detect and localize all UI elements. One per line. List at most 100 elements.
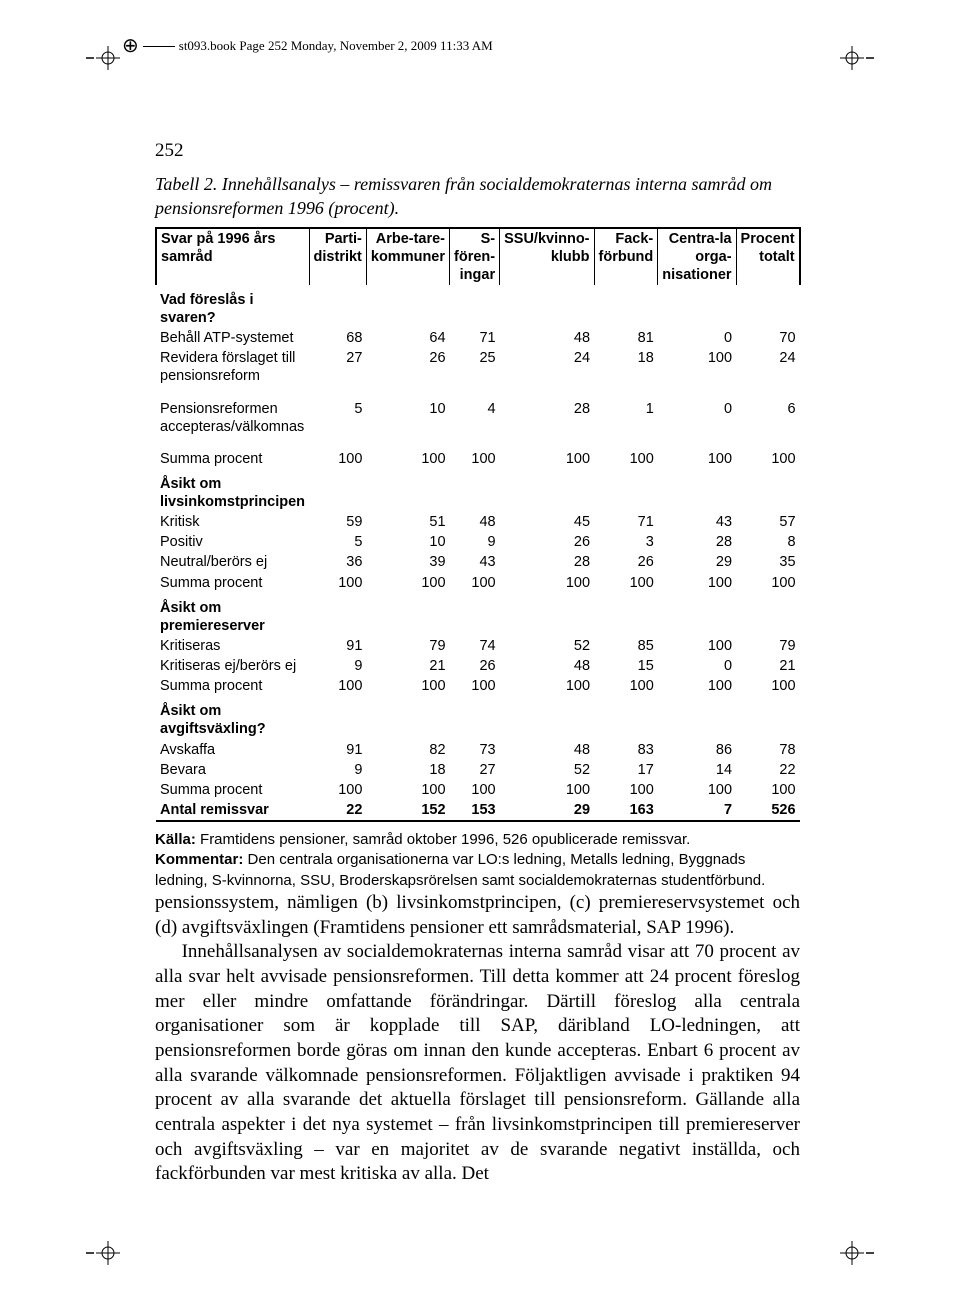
spacer-row bbox=[156, 387, 800, 399]
table-cell: 9 bbox=[450, 532, 500, 552]
row-label: Åsikt om premiereserver bbox=[156, 593, 309, 636]
col-header: Arbe-tare-kommuner bbox=[366, 228, 449, 285]
table-cell: 100 bbox=[500, 449, 594, 469]
source-kalla-label: Källa: bbox=[155, 831, 196, 848]
row-label: Pensionsreformen accepteras/välkomnas bbox=[156, 399, 309, 437]
table-cell: 100 bbox=[658, 636, 736, 656]
table-cell: 0 bbox=[658, 399, 736, 437]
table-cell bbox=[500, 469, 594, 512]
table-row: Neutral/berörs ej36394328262935 bbox=[156, 552, 800, 572]
table-cell: 79 bbox=[366, 636, 449, 656]
table-cell: 100 bbox=[500, 573, 594, 593]
table-cell bbox=[658, 696, 736, 739]
table-cell: 71 bbox=[594, 512, 658, 532]
table-cell: 100 bbox=[366, 676, 449, 696]
table-cell: 82 bbox=[366, 740, 449, 760]
table-cell bbox=[594, 285, 658, 328]
table-cell: 48 bbox=[500, 656, 594, 676]
table-row: Kritiseras ej/berörs ej921264815021 bbox=[156, 656, 800, 676]
crop-mark-br bbox=[838, 1235, 874, 1271]
row-label: Åsikt om livsinkomstprincipen bbox=[156, 469, 309, 512]
table-row: Behåll ATP-systemet6864714881070 bbox=[156, 328, 800, 348]
header-rule bbox=[143, 46, 175, 47]
table-cell: 73 bbox=[450, 740, 500, 760]
table-cell: 1 bbox=[594, 399, 658, 437]
table-cell: 28 bbox=[500, 552, 594, 572]
row-label: Positiv bbox=[156, 532, 309, 552]
table-cell bbox=[594, 696, 658, 739]
table-row: Åsikt om premiereserver bbox=[156, 593, 800, 636]
col-header: S-fören-ingar bbox=[450, 228, 500, 285]
table-cell: 81 bbox=[594, 328, 658, 348]
table-cell: 100 bbox=[450, 449, 500, 469]
table-cell: 100 bbox=[450, 573, 500, 593]
table-cell: 100 bbox=[736, 449, 800, 469]
table-cell: 91 bbox=[309, 740, 366, 760]
table-cell: 39 bbox=[366, 552, 449, 572]
table-cell: 100 bbox=[450, 780, 500, 800]
table-cell: 59 bbox=[309, 512, 366, 532]
table-cell: 5 bbox=[309, 532, 366, 552]
data-table: Svar på 1996 års samråd Parti-distrikt A… bbox=[155, 227, 801, 823]
table-cell: 5 bbox=[309, 399, 366, 437]
table-cell: 51 bbox=[366, 512, 449, 532]
table-row: Summa procent100100100100100100100 bbox=[156, 676, 800, 696]
row-label: Summa procent bbox=[156, 676, 309, 696]
table-cell: 100 bbox=[736, 780, 800, 800]
caption-lead: Tabell 2. bbox=[155, 174, 217, 194]
table-cell: 26 bbox=[594, 552, 658, 572]
table-cell: 22 bbox=[309, 800, 366, 821]
table-cell: 0 bbox=[658, 656, 736, 676]
table-cell: 68 bbox=[309, 328, 366, 348]
table-cell: 100 bbox=[309, 449, 366, 469]
table-cell: 526 bbox=[736, 800, 800, 821]
table-cell: 100 bbox=[736, 573, 800, 593]
row-label: Vad föreslås i svaren? bbox=[156, 285, 309, 328]
table-cell: 100 bbox=[366, 780, 449, 800]
table-cell: 35 bbox=[736, 552, 800, 572]
table-cell: 43 bbox=[450, 552, 500, 572]
table-cell: 14 bbox=[658, 760, 736, 780]
table-cell: 10 bbox=[366, 399, 449, 437]
table-cell: 4 bbox=[450, 399, 500, 437]
table-cell: 26 bbox=[500, 532, 594, 552]
table-cell: 52 bbox=[500, 760, 594, 780]
table-cell: 70 bbox=[736, 328, 800, 348]
table-cell: 0 bbox=[658, 328, 736, 348]
table-cell: 100 bbox=[594, 449, 658, 469]
table-cell bbox=[594, 469, 658, 512]
table-cell: 43 bbox=[658, 512, 736, 532]
table-cell: 9 bbox=[309, 656, 366, 676]
table-cell: 10 bbox=[366, 532, 449, 552]
table-cell bbox=[309, 285, 366, 328]
table-cell: 78 bbox=[736, 740, 800, 760]
table-cell: 64 bbox=[366, 328, 449, 348]
table-row: Åsikt om avgiftsväxling? bbox=[156, 696, 800, 739]
row-label: Kritiseras ej/berörs ej bbox=[156, 656, 309, 676]
table-cell: 29 bbox=[658, 552, 736, 572]
table-cell: 21 bbox=[736, 656, 800, 676]
table-cell: 21 bbox=[366, 656, 449, 676]
table-cell bbox=[500, 696, 594, 739]
table-cell: 91 bbox=[309, 636, 366, 656]
table-cell: 8 bbox=[736, 532, 800, 552]
body-text: pensionssystem, nämligen (b) livsinkomst… bbox=[155, 891, 800, 1187]
table-cell bbox=[309, 593, 366, 636]
table-cell: 7 bbox=[658, 800, 736, 821]
table-cell: 27 bbox=[309, 348, 366, 386]
table-cell: 25 bbox=[450, 348, 500, 386]
table-cell: 153 bbox=[450, 800, 500, 821]
row-label: Avskaffa bbox=[156, 740, 309, 760]
row-label: Åsikt om avgiftsväxling? bbox=[156, 696, 309, 739]
row-label: Summa procent bbox=[156, 573, 309, 593]
row-label: Antal remissvar bbox=[156, 800, 309, 821]
row-label: Neutral/berörs ej bbox=[156, 552, 309, 572]
table-cell bbox=[366, 285, 449, 328]
table-cell: 28 bbox=[500, 399, 594, 437]
content: 252 Tabell 2. Innehållsanalys – remissva… bbox=[155, 140, 800, 1187]
table-cell: 85 bbox=[594, 636, 658, 656]
table-row: Revidera förslaget till pensionsreform27… bbox=[156, 348, 800, 386]
table-cell: 100 bbox=[594, 573, 658, 593]
table-cell: 152 bbox=[366, 800, 449, 821]
table-cell: 48 bbox=[500, 328, 594, 348]
